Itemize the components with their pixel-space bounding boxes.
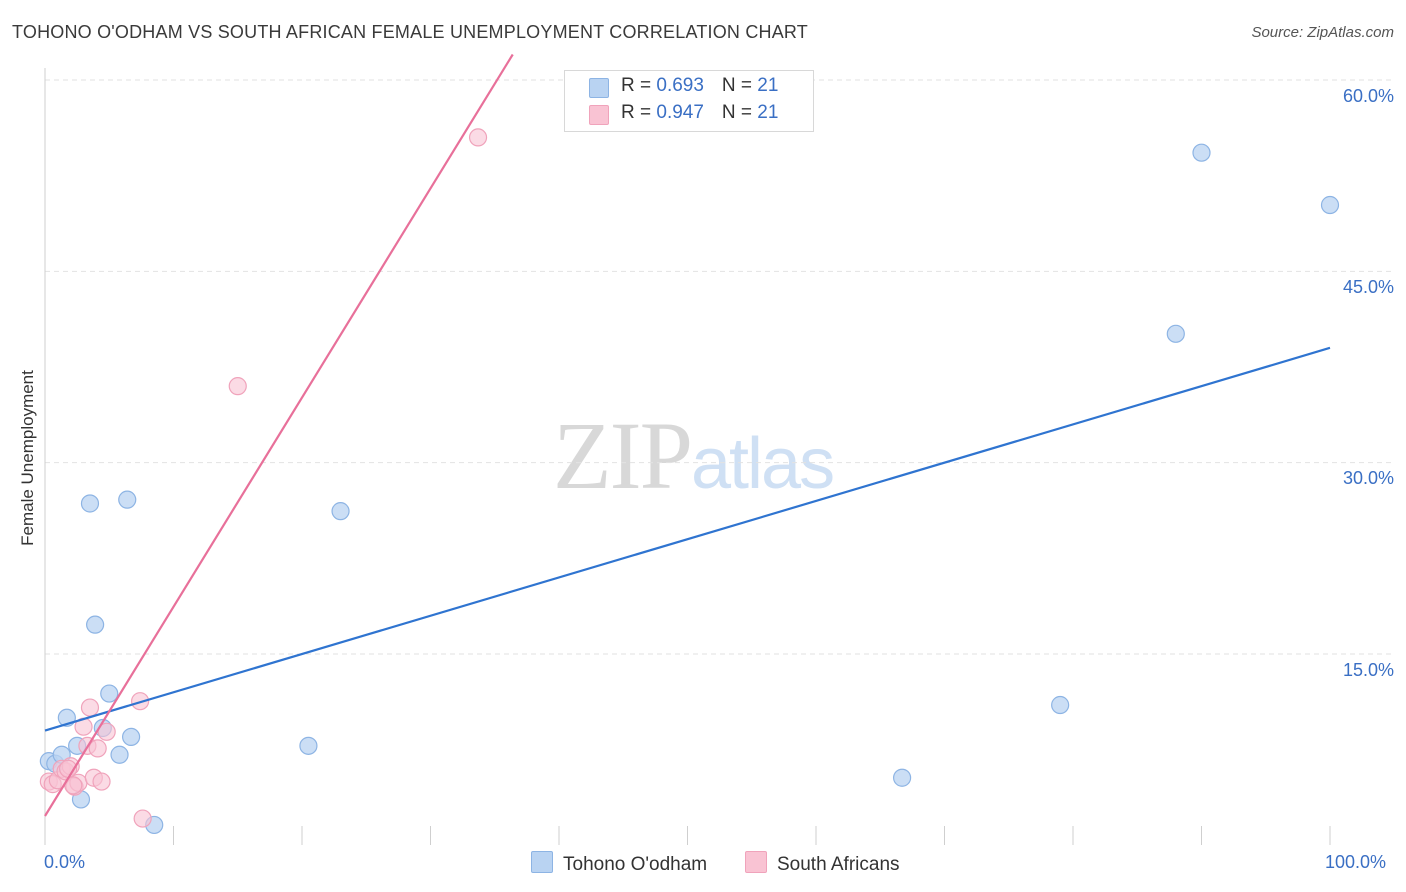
point-tohono-12	[121, 727, 141, 747]
point-south-africans-17	[228, 377, 247, 396]
point-south-africans-12	[88, 739, 107, 758]
point-south-africans-16	[133, 809, 152, 828]
point-tohono-6	[80, 494, 100, 513]
point-tohono-11	[118, 490, 137, 509]
point-tohono-16	[892, 768, 912, 787]
bottom-legend-swatch-pink	[745, 851, 767, 873]
legend-n-label-1: N =	[721, 75, 758, 96]
y-tick-label-60: 60.0%	[1342, 86, 1394, 106]
point-tohono-19	[1192, 143, 1211, 162]
legend-n-value-2: 21	[757, 102, 779, 123]
bottom-legend-swatch-blue	[531, 851, 553, 873]
legend-swatch-blue	[589, 78, 609, 98]
chart-title: TOHONO O'ODHAM VS SOUTH AFRICAN FEMALE U…	[12, 22, 808, 42]
point-tohono-18	[1166, 324, 1185, 343]
legend-swatch-pink	[589, 105, 609, 125]
legend-r-label-2: R =	[621, 102, 657, 123]
y-axis-label: Female Unemployment	[18, 370, 37, 546]
legend-r-value-1: 0.693	[656, 75, 704, 96]
bottom-legend-label-tohono: Tohono O'odham	[563, 854, 708, 875]
trendline-south-africans	[44, 53, 514, 817]
point-south-africans-10	[80, 698, 100, 717]
point-tohono-9	[100, 684, 119, 703]
x-tick-label-min: 0.0%	[44, 852, 86, 872]
watermark-zip: ZIP	[553, 402, 693, 509]
point-tohono-15	[331, 502, 350, 521]
legend-n-label-2: N =	[721, 102, 758, 123]
point-tohono-10	[110, 745, 129, 764]
bottom-legend-label-south-africans: South Africans	[777, 854, 900, 875]
watermark: ZIPatlas	[553, 400, 835, 511]
legend-r-label-1: R =	[621, 75, 657, 96]
point-tohono-20	[1320, 195, 1340, 215]
source-label: Source: ZipAtlas.com	[1251, 24, 1394, 41]
bottom-legend-south-africans[interactable]: South Africans	[745, 851, 900, 877]
watermark-atlas: atlas	[691, 424, 835, 504]
point-tohono-7	[86, 615, 105, 634]
point-tohono-14	[299, 736, 318, 755]
x-tick-label-max: 100.0%	[1325, 852, 1387, 872]
bottom-legend-tohono[interactable]: Tohono O'odham	[531, 851, 707, 877]
trendline-tohono	[44, 346, 1331, 732]
y-tick-label-45: 45.0%	[1342, 277, 1394, 297]
legend-n-value-1: 21	[757, 75, 779, 96]
point-tohono-17	[1051, 695, 1070, 715]
correlation-legend: R = 0.693 N = 21 R = 0.947 N = 21	[564, 70, 814, 132]
point-south-africans-18	[468, 128, 488, 147]
point-south-africans-14	[97, 722, 116, 741]
y-tick-label-30: 30.0%	[1342, 468, 1394, 488]
legend-r-value-2: 0.947	[656, 102, 704, 123]
point-south-africans-13	[92, 772, 111, 791]
y-tick-label-15: 15.0%	[1342, 660, 1394, 680]
